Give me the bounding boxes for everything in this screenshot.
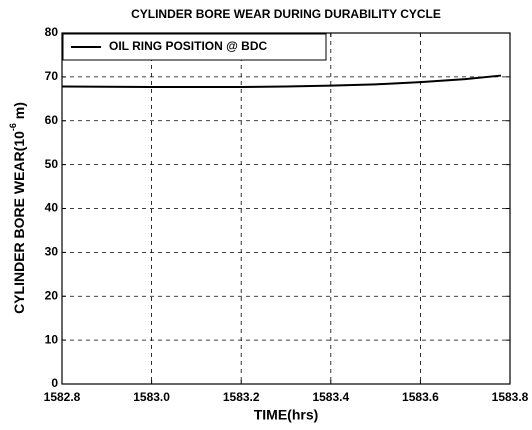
y-axis-label-text: CYLINDER BORE WEAR(10 (11, 131, 27, 314)
chart-title: CYLINDER BORE WEAR DURING DURABILITY CYC… (131, 7, 441, 21)
x-tick-label: 1583.2 (223, 390, 260, 404)
legend-box (62, 33, 327, 61)
y-tick-label: 50 (45, 157, 59, 171)
x-tick-label: 1583.4 (312, 390, 349, 404)
x-tick-label: 1583.6 (402, 390, 439, 404)
y-tick-label: 80 (45, 25, 59, 39)
y-tick-label: 20 (45, 288, 59, 302)
x-tick-label: 1583.0 (133, 390, 170, 404)
y-tick-label: 40 (45, 201, 59, 215)
y-tick-label: 70 (45, 69, 59, 83)
x-tick-label: 1582.8 (44, 390, 81, 404)
data-line (61, 74, 502, 88)
plot-frame (61, 32, 511, 385)
y-axis-label: CYLINDER BORE WEAR(10-6 m) (8, 102, 26, 314)
y-axis-label-sup: -6 (8, 123, 18, 131)
legend-label: OIL RING POSITION @ BDC (109, 39, 267, 53)
y-axis-label-unit: m) (11, 102, 27, 123)
y-tick-label: 0 (51, 376, 58, 390)
y-tick-label: 30 (45, 245, 59, 259)
x-tick-label: 1583.8 (492, 390, 529, 404)
y-tick-label: 60 (45, 113, 59, 127)
y-tick-label: 10 (45, 332, 59, 346)
x-axis-label: TIME(hrs) (254, 407, 319, 423)
